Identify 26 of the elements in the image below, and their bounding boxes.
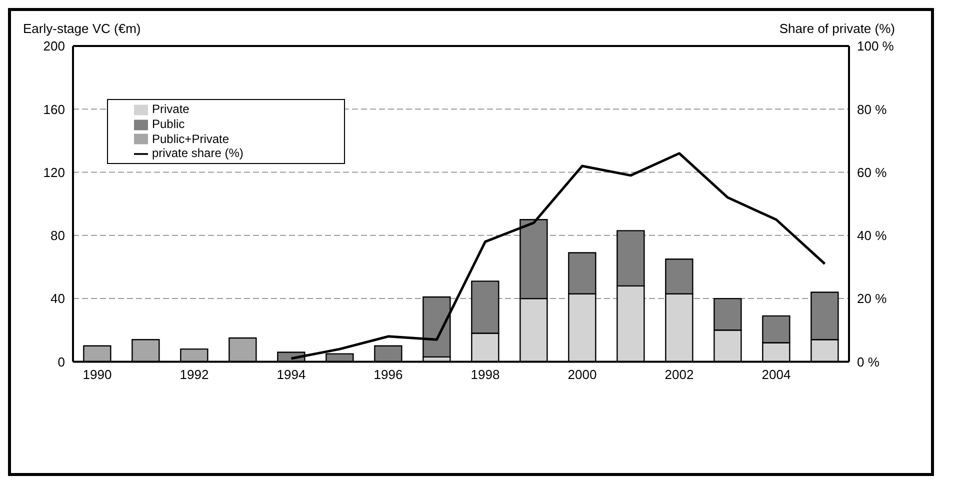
y-tick-label: 0 (58, 354, 65, 370)
x-tick-label: 2004 (762, 366, 791, 382)
y-tick-label: 160 (43, 102, 65, 117)
legend-label: Private (152, 102, 190, 116)
x-tick-label: 1990 (82, 366, 112, 382)
y2-tick-label: 20 % (857, 291, 888, 306)
x-tick-label: 2002 (664, 366, 694, 382)
x-tick-label: 1998 (470, 366, 500, 382)
legend-label: private share (%) (152, 146, 244, 160)
legend-label: Public (152, 116, 185, 131)
y-tick-label: 120 (43, 164, 65, 180)
x-tick-label: 1994 (276, 366, 306, 382)
y2-tick-label: 0 % (857, 354, 880, 370)
y2-tick-label: 100 % (857, 38, 894, 54)
y-tick-label: 80 (50, 228, 65, 244)
y-tick-label: 200 (43, 38, 65, 54)
x-tick-label: 1992 (180, 366, 209, 382)
y2-axis-title: Share of private (%) (779, 21, 895, 36)
y-tick-label: 40 (50, 291, 65, 306)
legend-label: Public+Private (152, 132, 230, 146)
x-tick-label: 2000 (568, 366, 597, 382)
y2-tick-label: 40 % (857, 228, 888, 244)
y2-tick-label: 80 % (857, 102, 888, 117)
x-tick-label: 1996 (374, 366, 403, 382)
y2-tick-label: 60 % (857, 164, 888, 180)
y-axis-title: Early-stage VC (€m) (23, 21, 141, 36)
